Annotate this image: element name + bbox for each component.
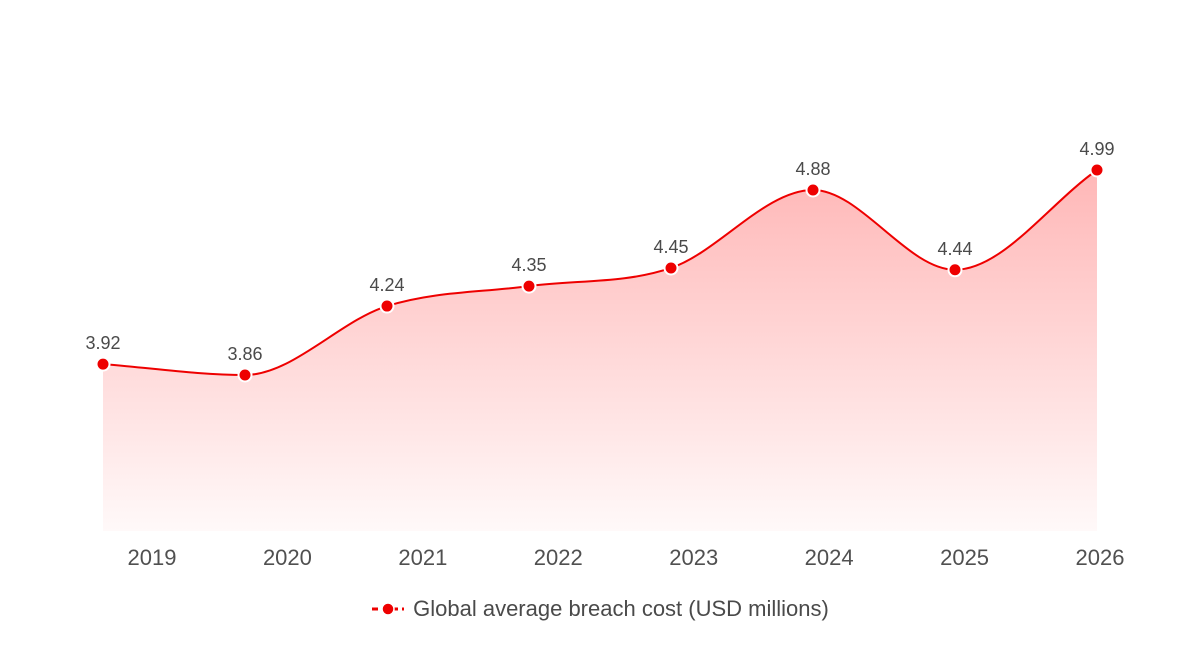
data-label: 4.99 xyxy=(1079,139,1114,159)
x-tick-label: 2026 xyxy=(1076,545,1125,570)
data-label: 4.35 xyxy=(511,255,546,275)
x-tick-label: 2021 xyxy=(398,545,447,570)
series-line xyxy=(102,169,1098,376)
data-point[interactable] xyxy=(1089,162,1105,178)
data-label: 3.92 xyxy=(85,333,120,353)
x-tick-label: 2025 xyxy=(940,545,989,570)
data-point[interactable] xyxy=(237,367,253,383)
data-point[interactable] xyxy=(805,182,821,198)
data-label: 4.44 xyxy=(937,239,972,259)
data-point[interactable] xyxy=(521,278,537,294)
x-tick-label: 2020 xyxy=(263,545,312,570)
data-label: 4.88 xyxy=(795,159,830,179)
data-point[interactable] xyxy=(663,260,679,276)
data-label: 4.45 xyxy=(653,237,688,257)
x-tick-label: 2023 xyxy=(669,545,718,570)
data-label: 3.86 xyxy=(227,344,262,364)
data-point[interactable] xyxy=(95,356,111,372)
x-tick-label: 2022 xyxy=(534,545,583,570)
legend-swatch-marker xyxy=(381,602,395,616)
legend: Global average breach cost (USD millions… xyxy=(0,596,1200,622)
legend-label: Global average breach cost (USD millions… xyxy=(413,596,829,621)
legend-swatch xyxy=(372,602,405,616)
data-point[interactable] xyxy=(947,262,963,278)
area-fill xyxy=(103,170,1097,531)
x-tick-label: 2024 xyxy=(805,545,854,570)
x-tick-label: 2019 xyxy=(128,545,177,570)
data-point[interactable] xyxy=(379,298,395,314)
data-label: 4.24 xyxy=(369,275,404,295)
